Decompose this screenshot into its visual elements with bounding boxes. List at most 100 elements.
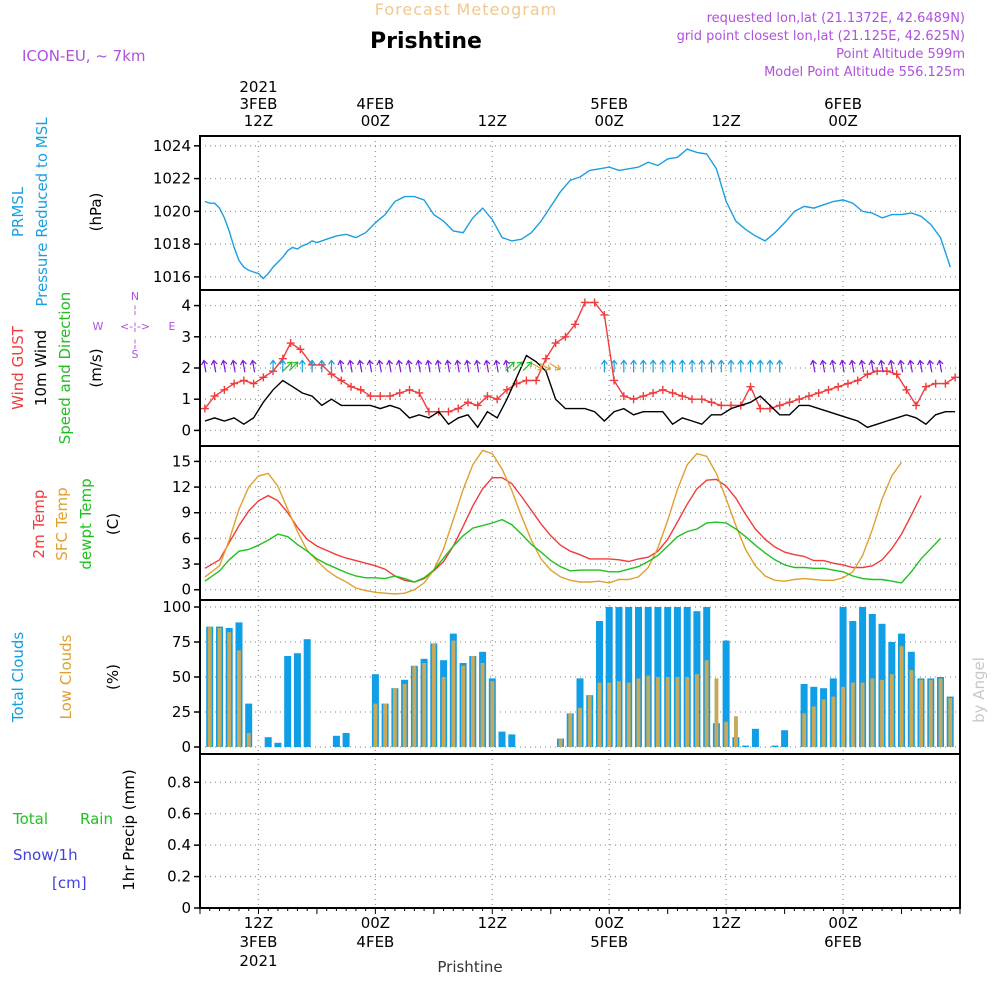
low_clouds-bar <box>870 678 875 747</box>
gust-marker <box>551 339 560 348</box>
y-tick-label: 4 <box>181 297 191 315</box>
wind-direction-arrow <box>848 359 856 373</box>
place-title: Prishtine <box>370 29 482 54</box>
total_clouds-bar <box>625 607 633 747</box>
wind-line <box>204 354 956 429</box>
wind-direction-arrow <box>269 359 277 373</box>
y-tick-label: 75 <box>172 633 191 651</box>
wind-direction-arrow <box>395 359 403 373</box>
gust-marker <box>493 395 502 404</box>
wind-direction-arrow <box>737 359 745 373</box>
gust-marker <box>707 398 716 407</box>
gust-marker <box>853 376 862 385</box>
wind-direction-arrow <box>522 361 533 372</box>
time-label-top: 12Z <box>711 112 740 130</box>
low_clouds-bar <box>811 706 816 747</box>
low_clouds-bar <box>373 703 378 747</box>
time-label-bottom: 12Z <box>244 914 273 932</box>
gust-marker <box>444 407 453 416</box>
wind-direction-arrow <box>839 359 847 373</box>
time-label-top: 12Z <box>244 112 273 130</box>
gust-marker <box>473 401 482 410</box>
y-tick-label: 0 <box>181 421 191 439</box>
t2m-line <box>204 477 922 583</box>
gust-marker <box>951 373 960 382</box>
gust-marker <box>220 385 229 394</box>
y-tick-label: 100 <box>162 598 191 616</box>
wind-direction-arrow <box>366 359 374 373</box>
gust-marker <box>415 388 424 397</box>
total_clouds-bar <box>722 640 730 747</box>
gust-marker <box>804 392 813 401</box>
y-tick-label: 1016 <box>153 268 191 286</box>
wind-direction-arrow <box>776 359 784 373</box>
total_clouds-bar <box>342 733 350 747</box>
wind-direction-arrow <box>288 361 299 372</box>
y-tick-label: 0 <box>181 738 191 756</box>
low_clouds-bar <box>490 681 495 747</box>
y-tick-label: 0.8 <box>167 773 191 791</box>
wind-direction-arrow <box>897 359 905 373</box>
low_clouds-bar <box>899 646 904 747</box>
low_clouds-bar <box>607 682 612 747</box>
low_clouds-bar <box>646 675 651 747</box>
low_clouds-bar <box>392 688 397 747</box>
wind-direction-arrow <box>539 362 551 371</box>
wind-direction-arrow <box>610 359 618 373</box>
y-tick-label: 9 <box>181 504 191 522</box>
low_clouds-bar <box>724 721 729 747</box>
low_clouds-bar <box>441 677 446 747</box>
wind-direction-arrow <box>926 359 934 373</box>
time-label-bottom: 00Z <box>828 914 857 932</box>
wind-direction-arrow <box>766 359 774 373</box>
wind-direction-arrow <box>376 359 384 373</box>
wind-direction-arrow <box>747 359 754 373</box>
gust-marker <box>824 385 833 394</box>
low_clouds-bar <box>568 713 573 747</box>
gust-marker <box>882 367 891 376</box>
low_clouds-bar <box>850 682 855 747</box>
wind-direction-arrow <box>386 359 394 373</box>
y-tick-label: 1024 <box>153 137 191 155</box>
point-altitude: Point Altitude 599m <box>836 47 965 62</box>
gust-marker <box>386 392 394 401</box>
compass-east: E <box>169 320 176 333</box>
temp-label-dewpt: dewpt Temp <box>77 478 95 569</box>
wind-direction-arrow <box>887 359 895 373</box>
wind-direction-arrow <box>649 359 657 373</box>
time-label-top: 00Z <box>361 112 390 130</box>
panel-frame <box>199 445 961 601</box>
gust-marker <box>249 379 258 388</box>
y-tick-label: 0.2 <box>167 868 191 886</box>
low_clouds-bar <box>704 660 709 747</box>
gust-marker <box>756 404 765 413</box>
wind-direction-arrow <box>659 359 667 373</box>
total_clouds-bar <box>635 607 642 747</box>
wind-direction-arrow <box>282 361 293 372</box>
total_clouds-bar <box>615 607 623 747</box>
total_clouds-bar <box>264 737 272 747</box>
model-label: ICON-EU, ~ 7km <box>22 47 146 65</box>
low_clouds-bar <box>246 733 251 747</box>
total_clouds-bar <box>498 731 506 747</box>
y-tick-label: 2 <box>181 359 191 377</box>
total_clouds-bar <box>284 656 292 747</box>
time-label-top: 4FEB <box>356 95 394 113</box>
pressure-line <box>204 148 951 280</box>
gust-marker <box>347 382 356 391</box>
y-tick-label: 0.6 <box>167 805 191 823</box>
total_clouds-bar <box>771 745 779 747</box>
gust-marker <box>522 376 531 385</box>
wind-label-unit: (m/s) <box>87 348 105 387</box>
wind-direction-arrow <box>473 359 481 373</box>
y-tick-label: 15 <box>172 452 191 470</box>
compass-vert-down: ¦ <box>133 337 137 350</box>
total_clouds-bar <box>859 607 867 747</box>
gust-marker <box>483 392 492 401</box>
y-tick-label: 12 <box>172 478 191 496</box>
compass-south: S <box>132 348 139 361</box>
precip-panel: 0 0.2 0.4 0.6 0.8 <box>167 753 961 917</box>
time-label-bottom: 6FEB <box>824 933 862 951</box>
total_clouds-bar <box>245 703 253 747</box>
gust-marker <box>873 367 882 376</box>
